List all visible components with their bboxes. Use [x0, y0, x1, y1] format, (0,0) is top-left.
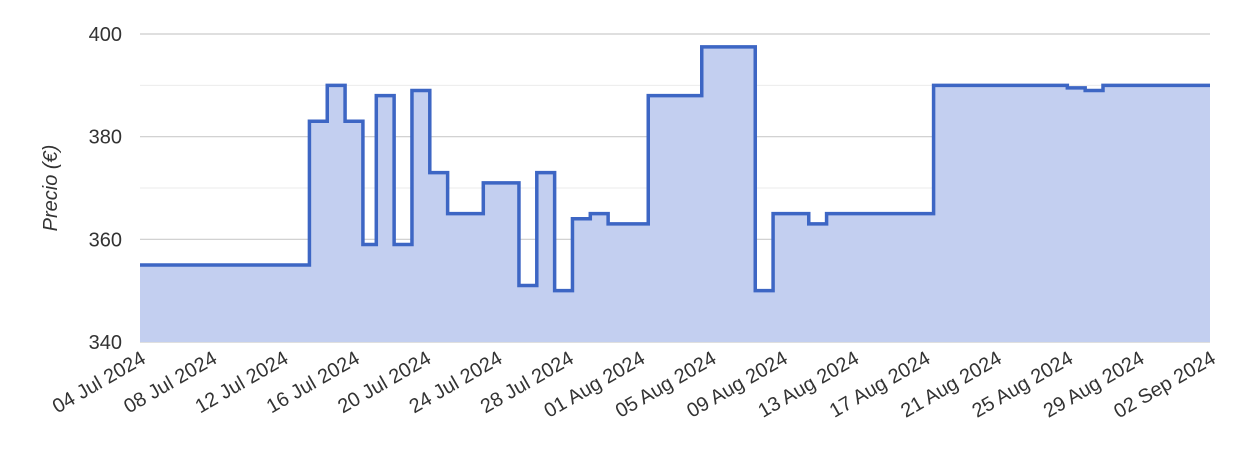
y-axis-title: Precio (€)	[40, 145, 62, 232]
y-tick-label: 340	[89, 332, 122, 354]
y-tick-label: 400	[89, 24, 122, 46]
y-tick-label: 360	[89, 229, 122, 251]
price-area-fill	[140, 46, 1210, 342]
y-tick-label: 380	[89, 127, 122, 149]
price-series-line	[140, 45, 1210, 293]
y-axis-ticks: 340 360 380 400	[89, 24, 122, 354]
